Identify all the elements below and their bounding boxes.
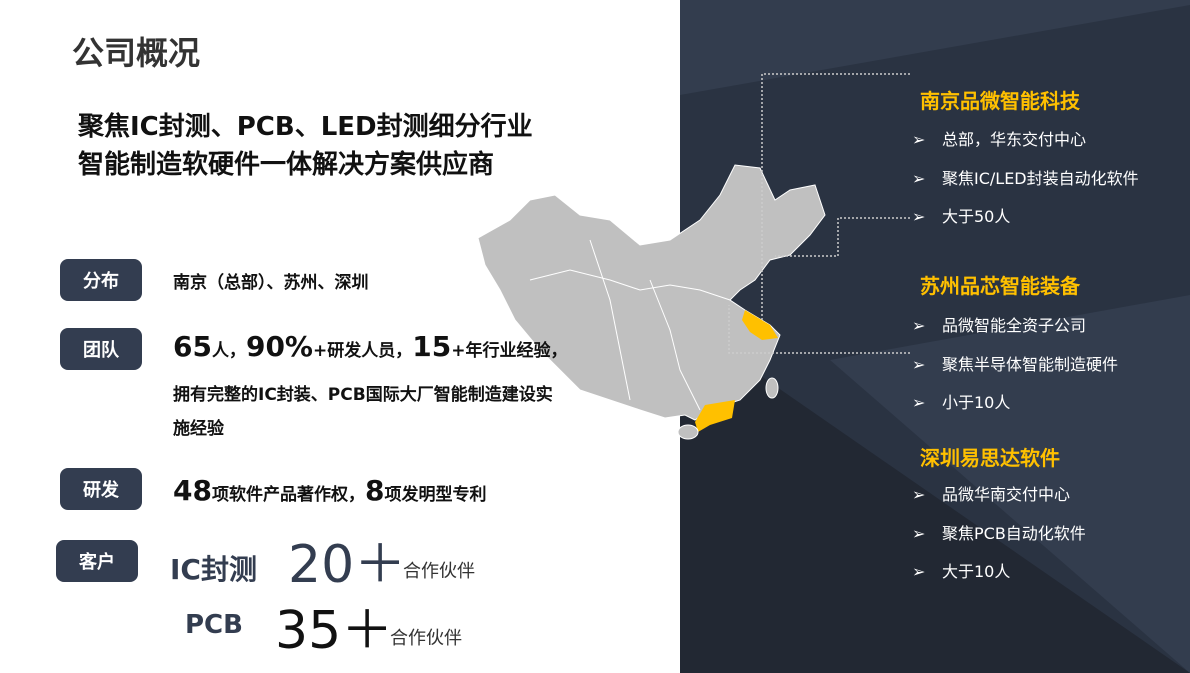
ic-label: IC封测 [170, 553, 257, 586]
arrow-bullet-icon: ➢ [912, 562, 926, 581]
pcb-unit: 合作伙伴 [390, 628, 462, 649]
dark-background-panel [680, 0, 1190, 673]
list-item: ➢ 聚焦PCB自动化软件 [912, 524, 1086, 543]
list-item: ➢ 大于10人 [912, 562, 1011, 581]
list-item: ➢ 大于50人 [912, 207, 1011, 226]
arrow-bullet-icon: ➢ [912, 169, 926, 188]
subtitle-line-1: 聚焦IC封测、PCB、LED封测细分行业 [78, 112, 533, 142]
ic-unit: 合作伙伴 [403, 561, 475, 582]
company-suzhou: 苏州品芯智能装备 [920, 274, 1080, 298]
team-count: 65 [173, 330, 212, 363]
list-item: ➢ 小于10人 [912, 393, 1011, 412]
jiangsu-highlight [742, 310, 778, 340]
list-item: ➢ 品微华南交付中心 [912, 485, 1071, 504]
rd-ratio: 90% [245, 330, 313, 363]
tag-customers: 客户 [56, 540, 138, 582]
distribution-text: 南京（总部）、苏州、深圳 [173, 273, 369, 293]
pcb-label: PCB [185, 610, 243, 640]
ic-count: 20＋ [288, 535, 407, 595]
tag-rnd: 研发 [60, 468, 142, 510]
page-title: 公司概况 [72, 34, 201, 72]
china-map [477, 164, 826, 440]
arrow-bullet-icon: ➢ [912, 524, 926, 543]
pcb-count: 35＋ [275, 601, 394, 661]
list-item: ➢ 聚焦IC/LED封装自动化软件 [912, 169, 1139, 188]
arrow-bullet-icon: ➢ [912, 316, 926, 335]
arrow-bullet-icon: ➢ [912, 130, 926, 149]
arrow-bullet-icon: ➢ [912, 355, 926, 374]
list-item: ➢ 聚焦半导体智能制造硬件 [912, 355, 1119, 374]
list-item: ➢ 总部，华东交付中心 [912, 130, 1087, 149]
arrow-bullet-icon: ➢ [912, 393, 926, 412]
rnd-text: 48项软件产品著作权，8项发明型专利 [173, 474, 487, 507]
guangdong-highlight [695, 400, 735, 432]
company-nanjing: 南京品微智能科技 [920, 89, 1080, 113]
team-text: 65人，90%+研发人员，15+年行业经验， [173, 330, 568, 363]
years: 15 [412, 330, 452, 363]
company-shenzhen: 深圳易思达软件 [920, 446, 1060, 470]
arrow-bullet-icon: ➢ [912, 207, 926, 226]
subtitle-line-2: 智能制造软硬件一体解决方案供应商 [78, 150, 495, 180]
tag-team: 团队 [60, 328, 142, 370]
team-line-3: 施经验 [173, 419, 224, 439]
arrow-bullet-icon: ➢ [912, 485, 926, 504]
list-item: ➢ 品微智能全资子公司 [912, 316, 1087, 335]
tag-distribution: 分布 [60, 259, 142, 301]
team-line-2: 拥有完整的IC封装、PCB国际大厂智能制造建设实 [173, 385, 553, 405]
